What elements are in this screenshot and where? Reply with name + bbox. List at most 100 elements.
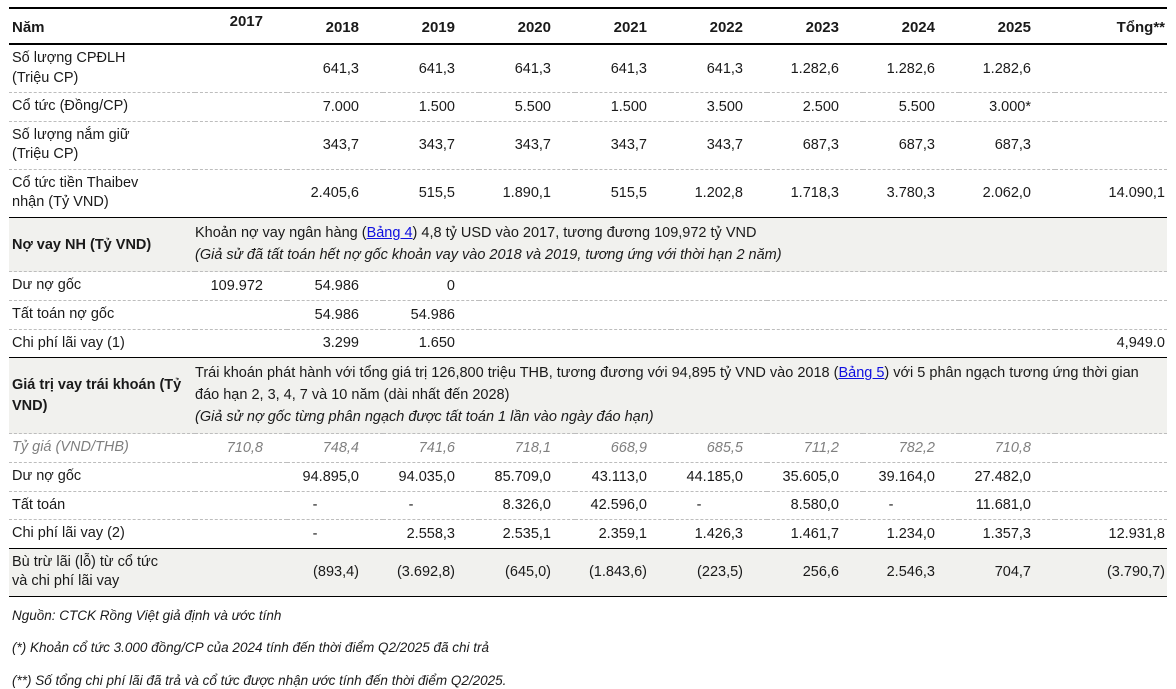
value-cell [767, 329, 863, 358]
value-cell: (645,0) [505, 564, 551, 581]
value-cell: 11.681,0 [975, 497, 1031, 514]
value-cell [195, 548, 287, 596]
value-cell: 1.500 [610, 98, 647, 115]
value-cell: 343,7 [610, 137, 647, 154]
value-cell [575, 272, 671, 301]
value-cell: 343,7 [418, 137, 455, 154]
value-cell [195, 491, 287, 520]
value-cell: 1.234,0 [886, 525, 935, 542]
value-cell: 748,4 [322, 440, 359, 457]
header-total: Tổng** [1116, 19, 1165, 36]
value-cell: 641,3 [610, 60, 647, 77]
value-cell: 668,9 [610, 440, 647, 457]
value-cell [863, 301, 959, 330]
value-cell: 109.972 [210, 278, 263, 295]
section-description: Trái khoán phát hành với tổng giá trị 12… [195, 358, 1167, 434]
value-cell: 39.164,0 [878, 468, 935, 485]
footnote-1: (*) Khoản cổ tức 3.000 đồng/CP của 2024 … [12, 640, 490, 656]
row-label: Số lượng CPĐLH (Triệu CP) [12, 50, 126, 86]
section-assumption-note: (Giả sử đã tất toán hết nợ gốc khoản vay… [195, 246, 782, 263]
source-note: Nguồn: CTCK Rồng Việt giả định và ước tí… [12, 607, 282, 623]
value-cell: 782,2 [898, 440, 935, 457]
value-cell [671, 329, 767, 358]
value-cell: - [312, 525, 318, 542]
table-row: Dư nợ gốc 94.895,0 94.035,0 85.709,0 43.113,… [9, 462, 1167, 491]
value-cell: 515,5 [610, 185, 647, 202]
value-cell [959, 329, 1055, 358]
value-cell: 343,7 [514, 137, 551, 154]
value-cell: 8.326,0 [502, 497, 551, 514]
table-row: Chi phí lãi vay (1) 3.299 1.650 4,949.0 [9, 329, 1167, 358]
value-cell: 685,5 [706, 440, 743, 457]
row-label: Bù trừ lãi (lỗ) từ cổ tức và chi phí lãi … [12, 553, 158, 590]
table-row: Chi phí lãi vay (2) - 2.558,3 2.535,1 2.359,… [9, 520, 1167, 549]
financial-assumptions-table: Năm 2017 2018 2019 2020 2021 2022 2023 2… [9, 7, 1167, 597]
value-cell: 641,3 [418, 60, 455, 77]
header-row: Năm 2017 2018 2019 2020 2021 2022 2023 2… [9, 8, 1167, 44]
header-year-label: Năm [12, 19, 45, 36]
value-cell: 1.426,3 [694, 525, 743, 542]
row-label: Tỷ giá (VND/THB) [12, 439, 129, 456]
value-cell: 256,6 [802, 564, 839, 581]
value-cell: 35.605,0 [782, 468, 839, 485]
table-row: Tất toán - - 8.326,0 42.596,0 - 8.580,0 - 11.681… [9, 491, 1167, 520]
value-cell: 1.650 [418, 335, 455, 352]
header-2025: 2025 [997, 19, 1031, 36]
cross-reference-link[interactable]: Bảng 4 [366, 224, 413, 241]
section-row-bond: Giá trị vay trái khoán (Tỷ VND) Trái khoá… [9, 357, 1167, 434]
value-cell: - [696, 497, 702, 514]
description-text: ) 4,8 tỷ USD vào 2017, tương đương 109,9… [412, 224, 757, 241]
value-cell: 343,7 [706, 137, 743, 154]
value-cell [479, 329, 575, 358]
value-cell: 687,3 [802, 137, 839, 154]
value-cell: (3.692,8) [396, 564, 455, 581]
header-2024: 2024 [901, 19, 935, 36]
row-label: Cổ tức tiền Thaibev nhận (Tỷ VND) [12, 174, 139, 211]
table-row: Cổ tức (Đồng/CP) 7.000 1.500 5.500 1.500 3.50… [9, 93, 1167, 122]
section-label: Giá trị vay trái khoán (Tỷ VND) [12, 377, 182, 414]
value-cell: 5.500 [514, 98, 551, 115]
table-row: Tất toán nợ gốc 54.986 54.986 [9, 301, 1167, 330]
table-row: Dư nợ gốc 109.972 54.986 0 [9, 272, 1167, 301]
value-cell: 94.035,0 [398, 468, 455, 485]
table-body: Số lượng CPĐLH (Triệu CP) 641,3 641,3 641,3 6… [9, 44, 1167, 597]
value-cell: - [312, 497, 318, 514]
total-cell [1055, 462, 1167, 491]
value-cell: - [888, 497, 894, 514]
value-cell: 54.986 [410, 306, 455, 323]
value-cell: 8.580,0 [790, 497, 839, 514]
value-cell: 641,3 [706, 60, 743, 77]
header-2020: 2020 [517, 19, 551, 36]
value-cell: 2.500 [802, 98, 839, 115]
header-2019: 2019 [421, 19, 455, 36]
value-cell: 711,2 [803, 440, 839, 457]
total-cell [1055, 93, 1167, 122]
description-text: Trái khoán phát hành với tổng giá trị 12… [195, 365, 839, 382]
value-cell: 0 [446, 278, 455, 295]
value-cell: 687,3 [898, 137, 935, 154]
value-cell [767, 272, 863, 301]
value-cell: 54.986 [314, 306, 359, 323]
section-label: Nợ vay NH (Tỷ VND) [12, 236, 152, 253]
value-cell: 44.185,0 [686, 468, 743, 485]
value-cell: 1.282,6 [790, 60, 839, 77]
value-cell: 27.482,0 [974, 468, 1031, 485]
value-cell: 1.282,6 [982, 60, 1031, 77]
value-cell: 5.500 [898, 98, 935, 115]
value-cell: 1.357,3 [982, 525, 1031, 542]
header-2023: 2023 [805, 19, 839, 36]
value-cell [959, 301, 1055, 330]
value-cell [575, 301, 671, 330]
value-cell [767, 301, 863, 330]
value-cell: 641,3 [322, 60, 359, 77]
value-cell [863, 272, 959, 301]
value-cell [479, 272, 575, 301]
value-cell: 42.596,0 [590, 497, 647, 514]
value-cell: 2.062,0 [982, 185, 1031, 202]
cross-reference-link[interactable]: Bảng 5 [838, 365, 885, 382]
value-cell [195, 462, 287, 491]
table-row: Tỷ giá (VND/THB) 710,8 748,4 741,6 718,1 668,… [9, 434, 1167, 463]
row-label: Tất toán nợ gốc [12, 306, 115, 322]
value-cell [195, 301, 287, 330]
value-cell: (893,4) [313, 564, 359, 581]
